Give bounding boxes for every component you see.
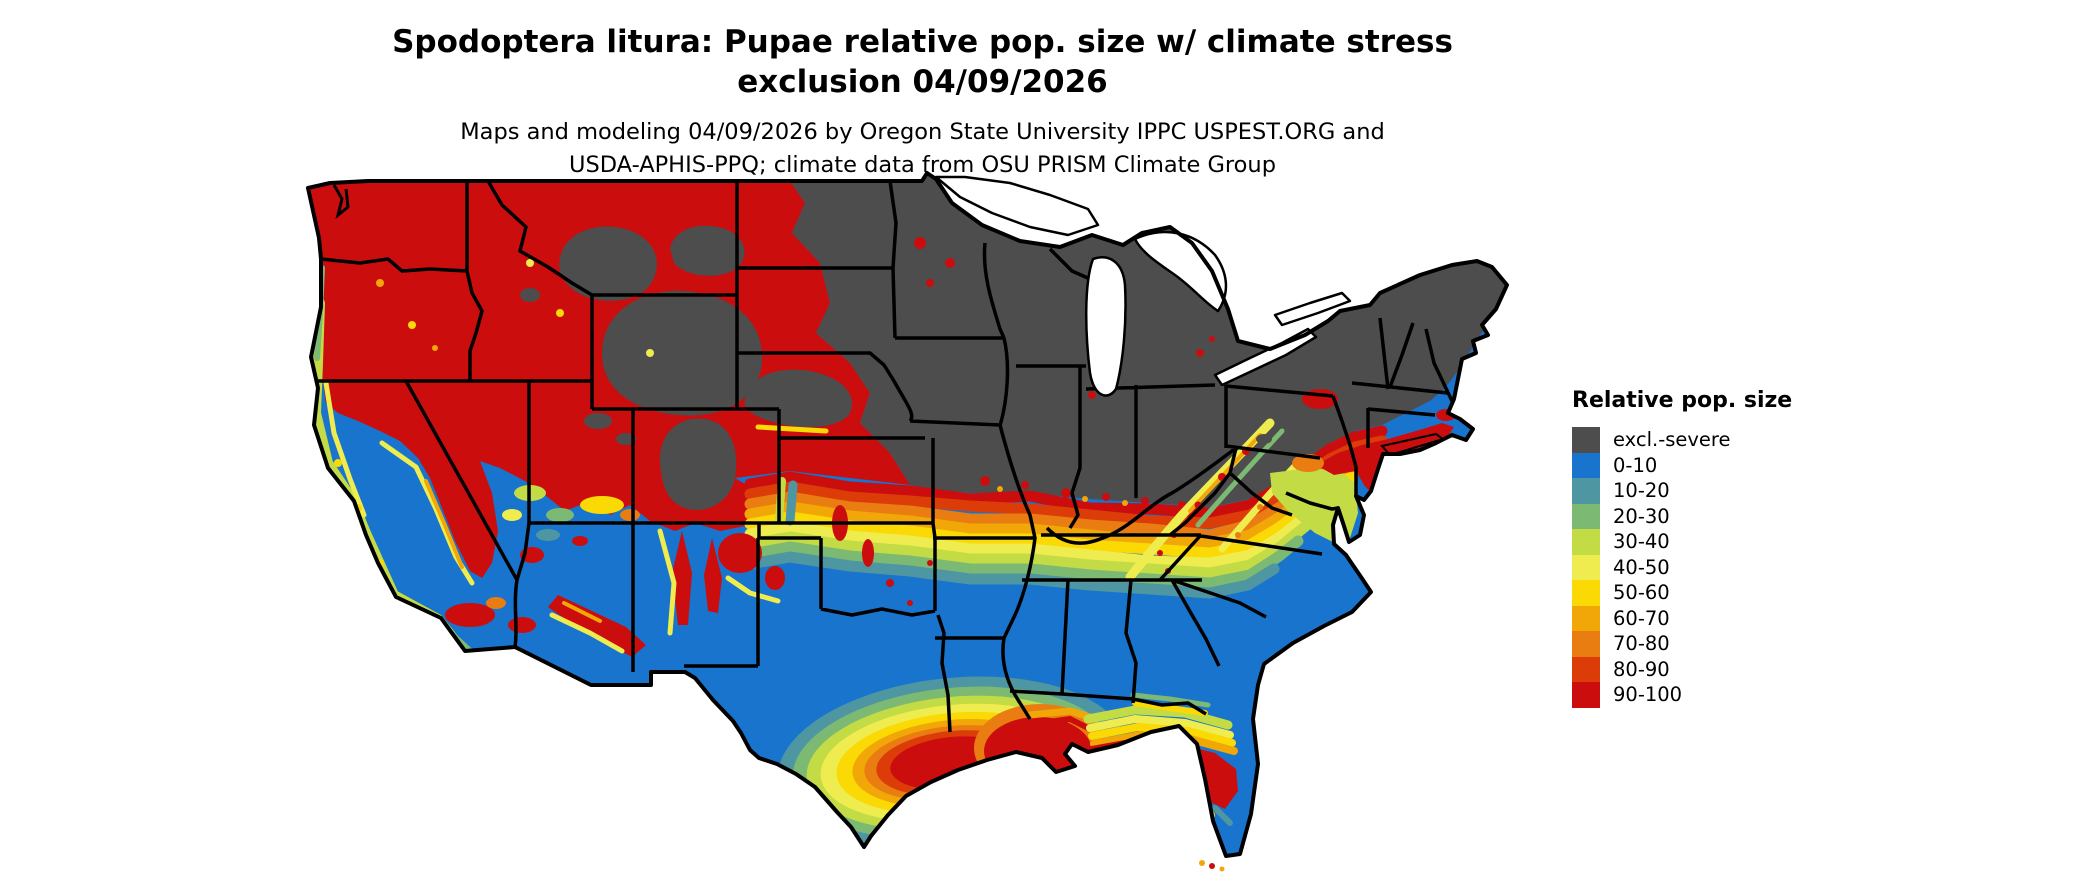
map-region-band-speckle <box>914 237 1215 509</box>
subtitle-line-2: USDA-APHIS-PPQ; climate data from OSU PR… <box>569 152 1276 178</box>
legend-label: 20-30 <box>1613 504 1670 528</box>
legend-swatch <box>1572 529 1600 555</box>
legend-swatch <box>1572 656 1600 682</box>
title-line-2: exclusion 04/09/2026 <box>737 64 1108 100</box>
legend-swatch <box>1572 478 1600 504</box>
legend-label: 90-100 <box>1613 683 1683 707</box>
legend-item-10-20: 10-20 <box>1572 478 1872 504</box>
legend-swatch <box>1572 503 1600 529</box>
florida-keys <box>1199 860 1225 872</box>
map-region-southwest-mountains <box>548 505 933 657</box>
map-legend: Relative pop. size excl.-severe 0-10 10-… <box>1572 388 1872 708</box>
title-line-1: Spodoptera litura: Pupae relative pop. s… <box>392 24 1453 60</box>
legend-item-0-10: 0-10 <box>1572 452 1872 478</box>
legend-label: 40-50 <box>1613 555 1670 579</box>
legend-label: 80-90 <box>1613 657 1670 681</box>
legend-item-40-50: 40-50 <box>1572 554 1872 580</box>
us-map <box>306 171 1509 872</box>
legend-item-50-60: 50-60 <box>1572 580 1872 606</box>
legend-swatch <box>1572 605 1600 631</box>
page-subtitle: Maps and modeling 04/09/2026 by Oregon S… <box>0 116 1845 182</box>
legend-item-20-30: 20-30 <box>1572 503 1872 529</box>
lake-huron <box>1133 230 1228 313</box>
legend-swatch <box>1572 631 1600 657</box>
lake-ontario <box>1273 291 1352 327</box>
legend-swatch <box>1572 452 1600 478</box>
lake-superior <box>934 175 1100 237</box>
legend-label: excl.-severe <box>1613 428 1731 452</box>
page-title: Spodoptera litura: Pupae relative pop. s… <box>0 22 1845 102</box>
legend-item-90-100: 90-100 <box>1572 682 1872 708</box>
legend-label: 30-40 <box>1613 530 1670 554</box>
legend-label: 50-60 <box>1613 581 1670 605</box>
legend-item-60-70: 60-70 <box>1572 605 1872 631</box>
state-borders <box>314 180 1454 733</box>
lake-michigan <box>1084 256 1127 397</box>
legend-item-70-80: 70-80 <box>1572 631 1872 657</box>
subtitle-line-1: Maps and modeling 04/09/2026 by Oregon S… <box>460 119 1385 145</box>
map-region-west-excluded-patches <box>520 225 853 510</box>
legend-swatch <box>1572 554 1600 580</box>
legend-item-80-90: 80-90 <box>1572 656 1872 682</box>
legend-swatch <box>1572 682 1600 708</box>
lake-erie <box>1213 327 1318 387</box>
legend-title: Relative pop. size <box>1572 388 1793 413</box>
legend-item-excl-severe: excl.-severe <box>1572 427 1872 453</box>
great-lakes <box>934 175 1352 397</box>
map-figure <box>230 163 1530 890</box>
legend-label: 10-20 <box>1613 479 1670 503</box>
legend-swatch <box>1572 427 1600 453</box>
legend-swatch <box>1572 580 1600 606</box>
legend-item-30-40: 30-40 <box>1572 529 1872 555</box>
legend-label: 0-10 <box>1613 453 1658 477</box>
puget-sound <box>332 184 350 219</box>
legend-label: 60-70 <box>1613 606 1670 630</box>
legend-label: 70-80 <box>1613 632 1670 656</box>
